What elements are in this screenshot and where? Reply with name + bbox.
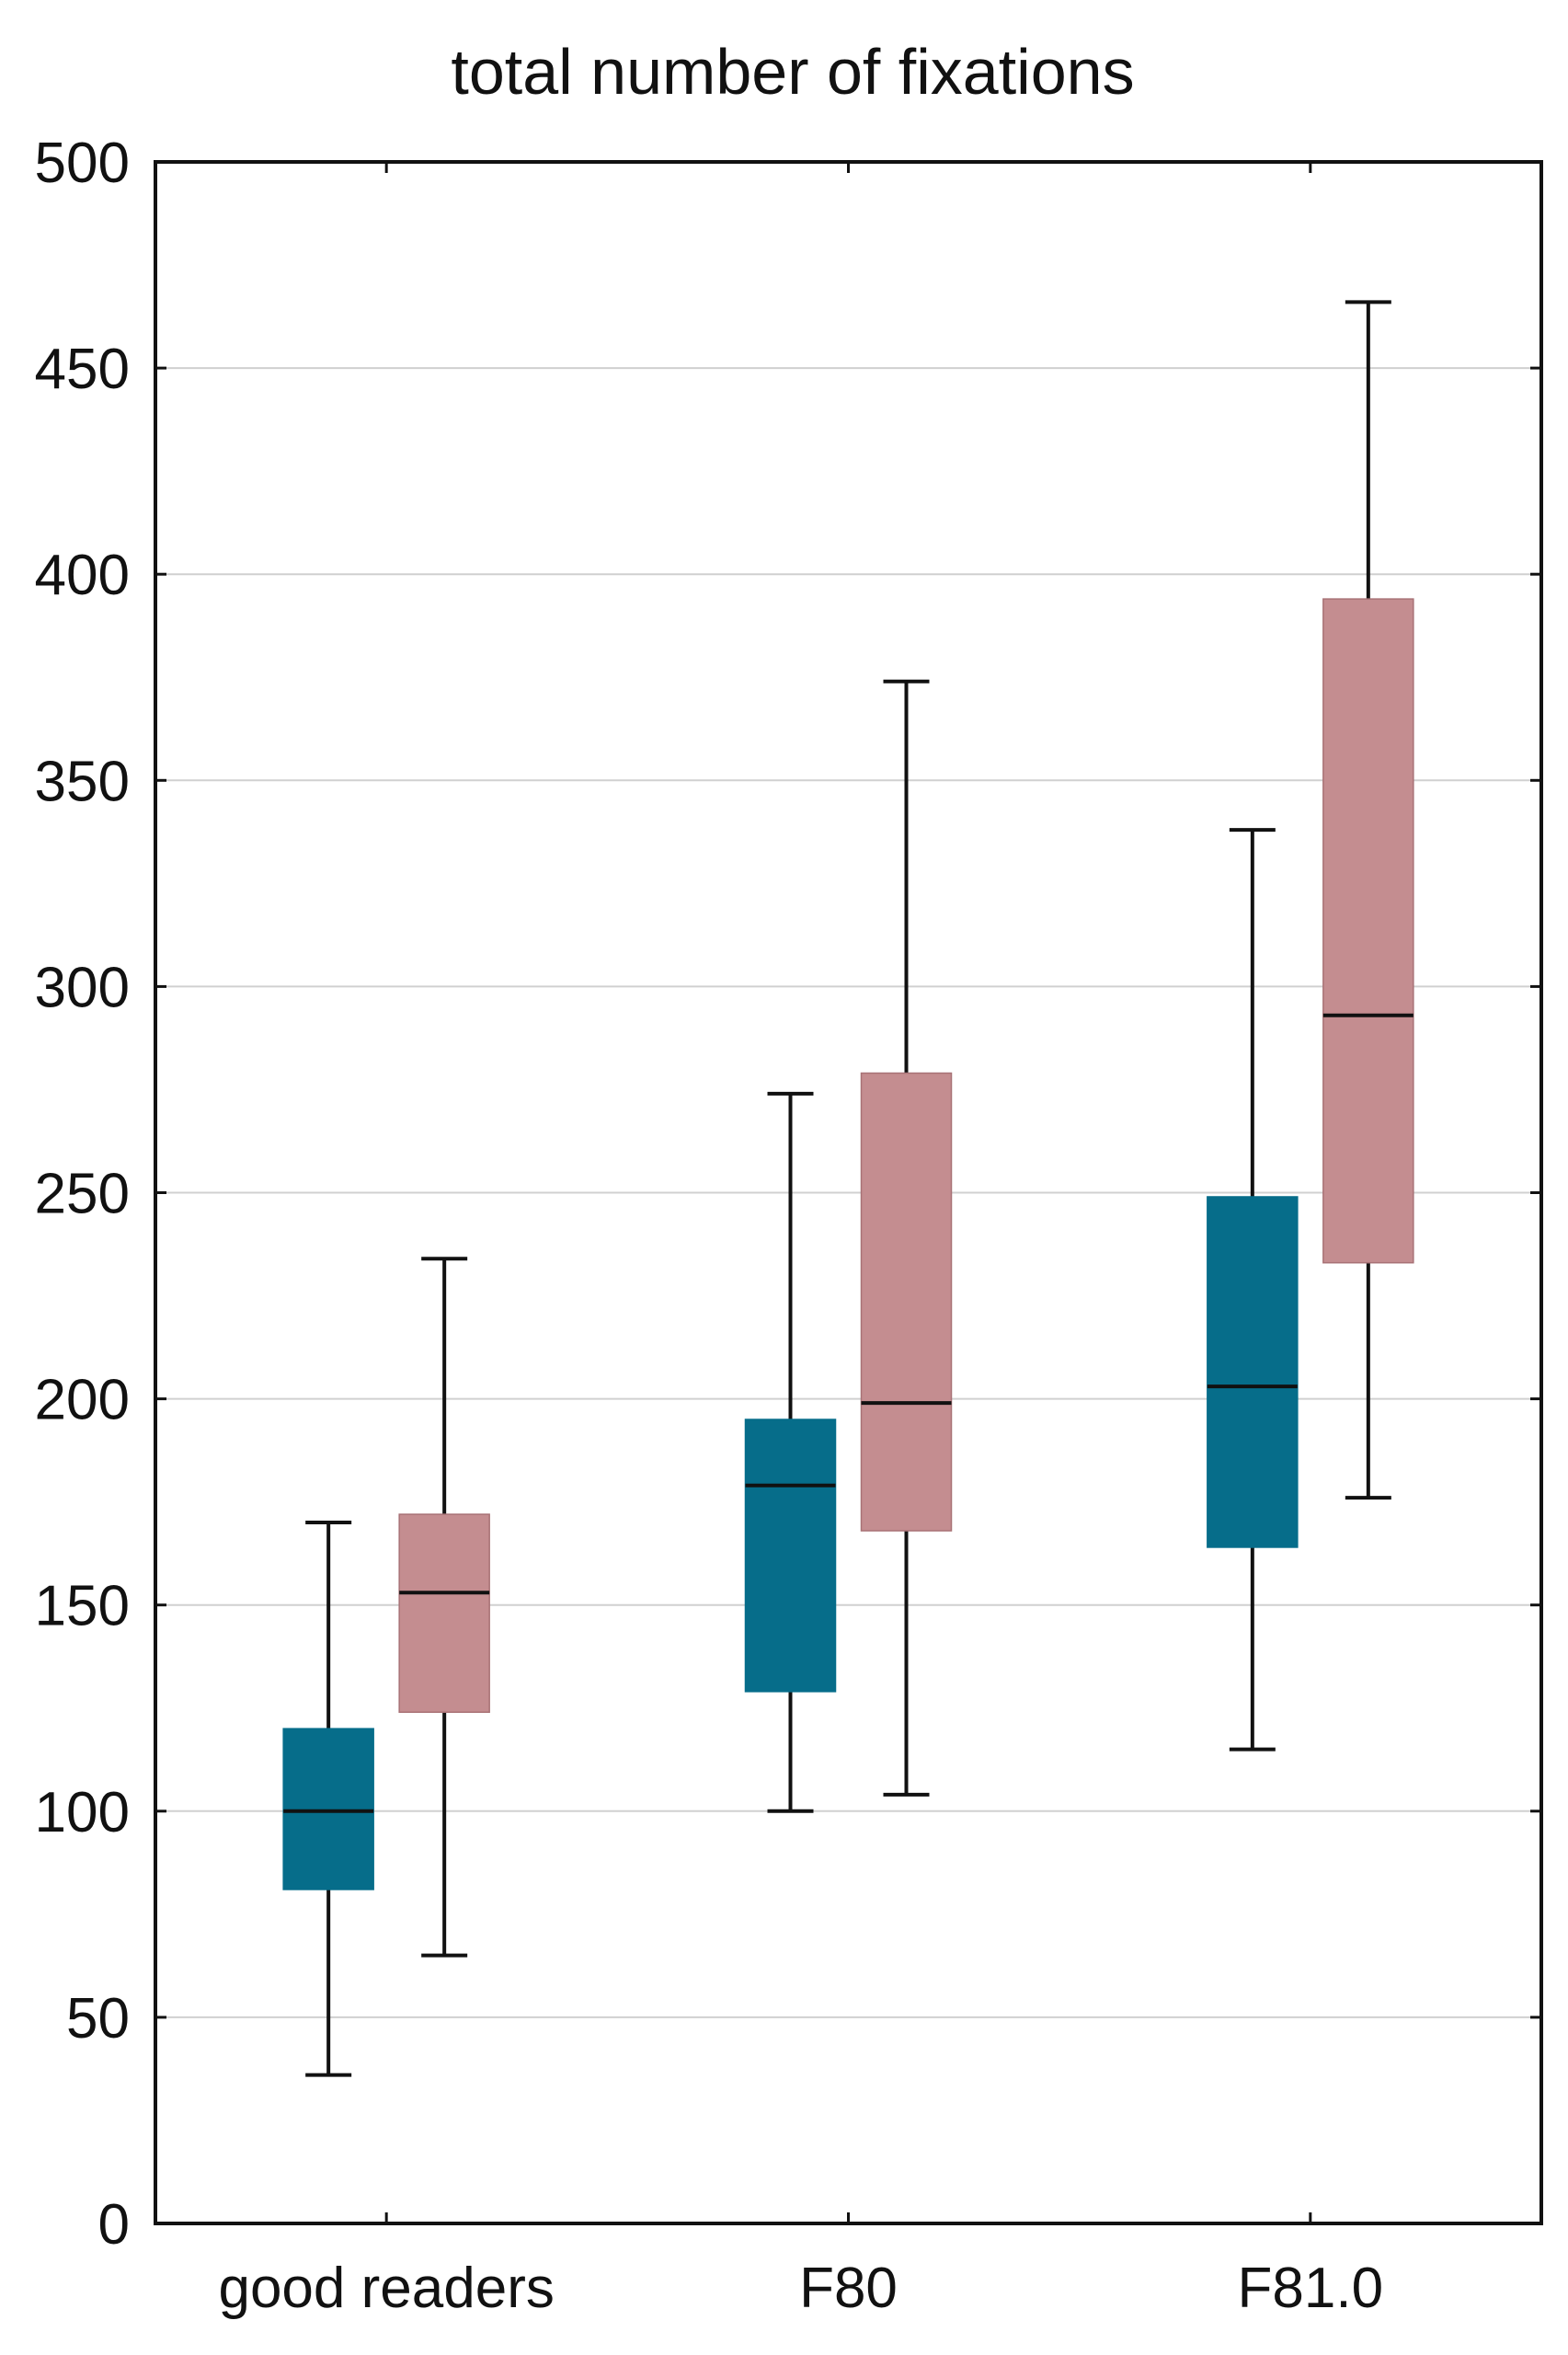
y-tick-label: 50 <box>66 1987 130 2051</box>
y-tick-label: 150 <box>35 1575 130 1638</box>
chart-title: total number of fixations <box>451 36 1134 108</box>
x-tick-label: good readers <box>218 2257 554 2320</box>
box-1-f80 <box>744 1091 837 1813</box>
y-tick-label: 350 <box>35 750 130 813</box>
box-1-good-readers <box>282 1521 374 2077</box>
x-tick-label: F81.0 <box>1238 2257 1384 2320</box>
x-tick-label: F80 <box>799 2257 898 2320</box>
iqr-box <box>860 1072 953 1532</box>
y-tick-label: 300 <box>35 956 130 1019</box>
iqr-box <box>282 1728 374 1890</box>
iqr-box <box>1207 1196 1299 1548</box>
box-1-f81-0 <box>1207 828 1299 1752</box>
y-tick-label: 0 <box>98 2193 130 2257</box>
y-tick-label: 500 <box>35 132 130 195</box>
box-2-good-readers <box>398 1257 490 1958</box>
y-tick-label: 400 <box>35 544 130 607</box>
iqr-box <box>744 1419 837 1693</box>
box-2-f80 <box>860 679 953 1797</box>
box-2-f81-0 <box>1322 300 1414 1500</box>
iqr-box <box>1322 598 1414 1264</box>
y-tick-label: 200 <box>35 1369 130 1432</box>
y-tick-label: 250 <box>35 1163 130 1226</box>
y-tick-label: 450 <box>35 338 130 401</box>
iqr-box <box>398 1513 490 1713</box>
y-tick-label: 100 <box>35 1781 130 1844</box>
